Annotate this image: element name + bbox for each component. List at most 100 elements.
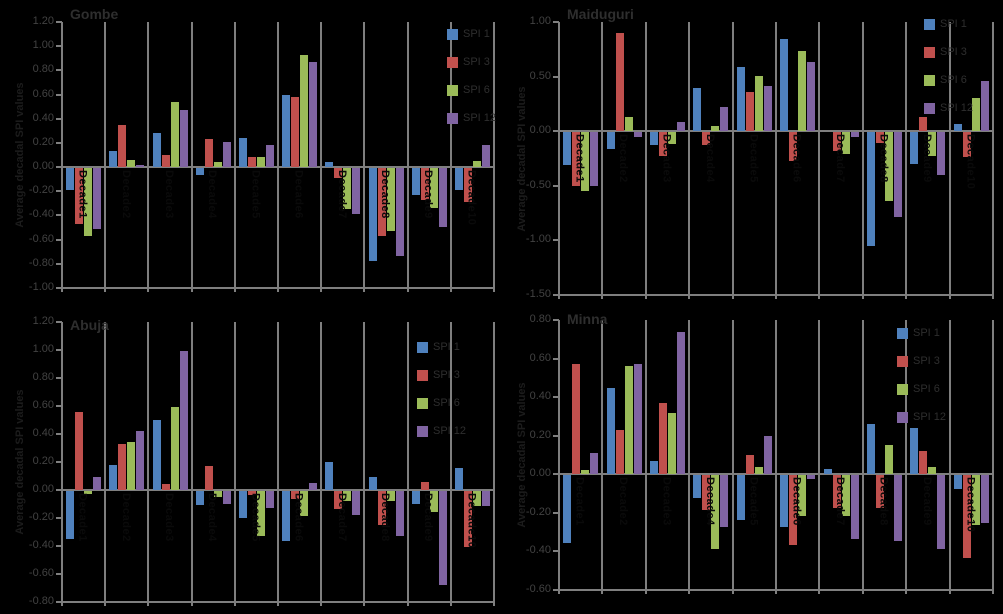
category-gridline	[190, 22, 193, 288]
legend-item-spi12: SPI 12	[447, 104, 496, 132]
y-tick-label: 0.60	[32, 87, 54, 100]
x-axis-tick	[449, 602, 452, 606]
legend-swatch-spi3	[447, 56, 458, 68]
x-axis-tick	[320, 288, 323, 292]
y-axis-tick	[56, 349, 62, 351]
y-axis-tick	[56, 21, 62, 23]
y-axis-tick	[553, 511, 559, 514]
bar-spi3-decade5	[745, 91, 754, 132]
category-gridline	[233, 22, 236, 288]
bar-spi1-decade9	[910, 428, 919, 475]
category-label: Decade1	[573, 477, 586, 527]
y-tick-label: 0.00	[32, 483, 54, 495]
category-label: Decade5	[249, 493, 262, 542]
bar-spi1-decade4	[195, 491, 204, 505]
category-label: Decade1	[76, 493, 89, 542]
legend-label: SPI 12	[463, 112, 497, 124]
category-label: Decade9	[422, 170, 435, 219]
bar-spi12-decade10	[481, 145, 490, 168]
bar-spi1-decade1	[563, 475, 572, 543]
bar-spi1-decade2	[109, 464, 118, 490]
legend-item-spi3: SPI 3	[417, 361, 466, 389]
x-axis-tick	[688, 295, 691, 299]
bar-spi12-decade4	[222, 141, 231, 168]
bar-spi6-decade1	[84, 168, 93, 236]
x-axis-tick	[406, 288, 409, 292]
bar-spi12-decade8	[395, 168, 404, 257]
y-axis-tick	[56, 190, 62, 193]
bar-spi12-decade1	[93, 477, 102, 490]
bar-spi3-decade1	[75, 168, 84, 224]
bar-spi6-decade10	[472, 491, 481, 507]
bar-spi6-decade3	[170, 407, 179, 490]
bar-spi6-decade10	[971, 98, 980, 132]
category-label: Decade5	[249, 170, 262, 219]
bar-spi3-decade6	[291, 491, 300, 500]
category-gridline	[406, 22, 409, 288]
bar-spi6-decade10	[472, 161, 481, 168]
legend-swatch-spi12	[447, 112, 458, 124]
bar-spi12-decade5	[763, 86, 772, 132]
category-gridline	[190, 322, 193, 602]
plot-area: 1.20 1.00 0.80 0.60 0.40 0.20 0.00 -0.20 -0.40 -0…	[0, 307, 501, 614]
bar-spi3-decade7	[334, 491, 343, 510]
legend-label: SPI 12	[940, 102, 974, 114]
category-gridline	[558, 320, 560, 590]
category-gridline	[406, 322, 409, 602]
x-axis-tick	[363, 288, 366, 292]
bar-spi12-decade6	[309, 483, 318, 490]
bar-spi3-decade1	[572, 132, 581, 186]
bar-spi1-decade1	[563, 132, 572, 165]
bar-spi12-decade9	[438, 491, 447, 585]
bar-spi3-decade10	[463, 168, 472, 202]
bar-spi6-decade6	[300, 491, 309, 517]
x-axis-tick	[688, 590, 691, 594]
x-axis-tick	[61, 288, 63, 292]
legend-item-spi3: SPI 3	[447, 48, 496, 76]
legend: SPI 1 SPI 3 SPI 6 SPI 12	[924, 10, 973, 122]
legend-item-spi3: SPI 3	[897, 347, 946, 375]
bar-spi3-decade7	[832, 475, 841, 509]
legend-swatch-spi6	[897, 383, 908, 395]
bar-spi1-decade10	[953, 123, 962, 132]
category-gridline	[818, 22, 821, 295]
category-label: Decade4	[206, 493, 219, 542]
x-axis-tick	[61, 602, 63, 606]
bar-spi3-decade4	[702, 132, 711, 146]
y-tick-label: -0.60	[525, 583, 551, 595]
bar-spi1-decade4	[693, 475, 702, 499]
x-axis-tick	[558, 295, 560, 299]
category-label: Decade7	[335, 493, 348, 542]
chart-title: Abuja	[70, 317, 109, 333]
y-tick-label: -0.40	[28, 539, 54, 551]
y-axis-tick	[553, 473, 559, 476]
y-tick-label: 1.20	[32, 315, 54, 327]
category-gridline	[277, 322, 279, 602]
chart-panel-gombe: 1.20 1.00 0.80 0.60 0.40 0.20 0.00 -0.20 -0.40 -0…	[0, 0, 501, 307]
zero-line	[559, 130, 993, 133]
category-gridline	[320, 322, 323, 602]
bar-spi6-decade5	[256, 491, 265, 536]
category-label: Decade4	[703, 134, 716, 183]
bar-spi3-decade8	[377, 168, 386, 236]
category-label: Decade3	[660, 134, 673, 183]
x-axis-tick	[818, 590, 821, 594]
bar-spi1-decade7	[325, 462, 334, 490]
y-axis-tick	[553, 396, 559, 399]
bar-spi6-decade9	[928, 466, 937, 475]
bar-spi6-decade4	[711, 475, 720, 549]
x-axis-tick	[493, 602, 495, 606]
bar-spi6-decade1	[84, 491, 93, 494]
bar-spi1-decade6	[780, 475, 789, 528]
category-label: Decade8	[379, 170, 391, 219]
y-axis-tick	[553, 319, 559, 321]
y-axis-tick	[553, 434, 559, 437]
category-label: Decade6	[292, 170, 305, 219]
legend-swatch-spi3	[897, 355, 908, 367]
y-axis-tick	[56, 433, 62, 435]
y-axis-tick	[56, 377, 62, 379]
bar-spi12-decade5	[265, 145, 274, 168]
legend-item-spi12: SPI 12	[897, 403, 946, 431]
bar-spi1-decade8	[867, 424, 875, 475]
